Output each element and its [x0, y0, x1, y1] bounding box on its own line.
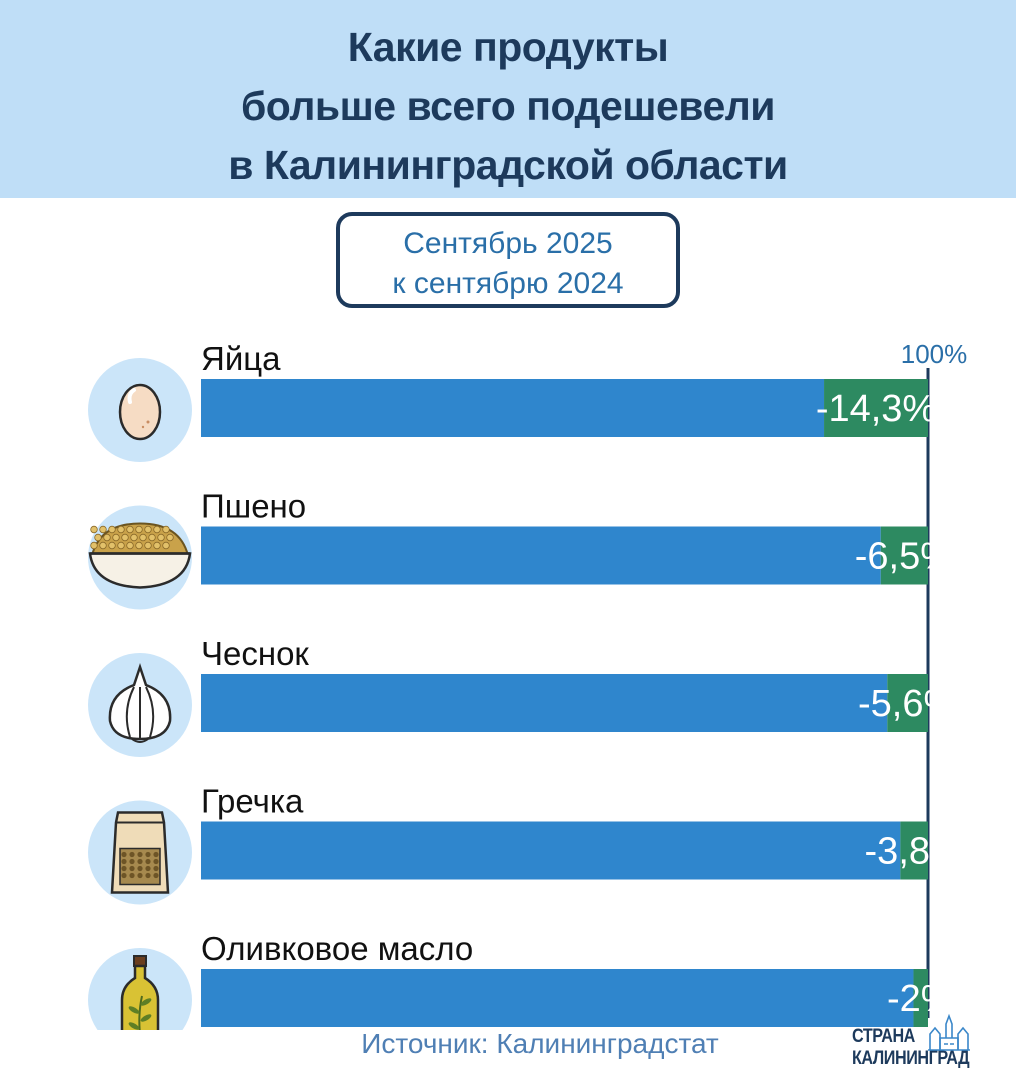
bar-decrease [900, 821, 928, 880]
logo-line-2: КАЛИНИНГРАД [852, 1048, 970, 1069]
title-line-2: больше всего подешевели [240, 83, 776, 129]
bar-remaining [201, 969, 914, 1027]
category-label: Гречка [201, 783, 304, 820]
olive-oil-bottle-icon [120, 955, 160, 1030]
value-label: -5,6% [858, 683, 957, 725]
title-line-3: в Калининградской области [228, 142, 788, 188]
bar-remaining [201, 821, 901, 880]
value-label: -6,5% [855, 536, 954, 578]
bar-decrease [887, 674, 928, 732]
period-box: Сентябрь 2025 к сентябрю 2024 [336, 212, 680, 308]
bar-decrease [824, 379, 928, 437]
millet-bowl-icon [88, 522, 192, 589]
period-line-1: Сентябрь 2025 [403, 227, 613, 260]
category-label: Оливковое масло [201, 930, 473, 967]
bar-remaining [201, 526, 881, 585]
logo-line-1: СТРАНА [852, 1026, 915, 1047]
bar-remaining [201, 379, 825, 437]
period-line-2: к сентябрю 2024 [392, 267, 624, 300]
price-change-chart: 100% Яйца -14,3% Пшено -6,5% Чеснок -5,6% Гречк… [88, 339, 968, 1030]
value-label: -3,8% [865, 831, 964, 873]
bar-remaining [201, 674, 888, 732]
brand-logo: СТРАНА КАЛИНИНГРАД [852, 1012, 982, 1074]
page-title: Какие продукты больше всего подешевели в… [0, 18, 1016, 195]
title-line-1: Какие продукты [347, 24, 669, 70]
category-label: Пшено [201, 488, 306, 525]
buckwheat-bag-icon [110, 811, 170, 894]
category-label: Яйца [201, 340, 281, 377]
bar-decrease [913, 969, 928, 1027]
logo-text: СТРАНА КАЛИНИНГРАД [852, 1026, 970, 1070]
egg-icon [118, 383, 162, 441]
reference-label-100: 100% [901, 339, 968, 369]
bar-decrease [880, 526, 928, 585]
value-label: -2% [887, 978, 955, 1020]
garlic-icon [108, 663, 172, 743]
header-banner: Какие продукты больше всего подешевели в… [0, 0, 1016, 198]
source-note: Источник: Калининградстат [361, 1028, 719, 1059]
castle-icon [928, 1013, 970, 1051]
value-label: -14,3% [816, 388, 936, 430]
category-label: Чеснок [201, 635, 309, 672]
